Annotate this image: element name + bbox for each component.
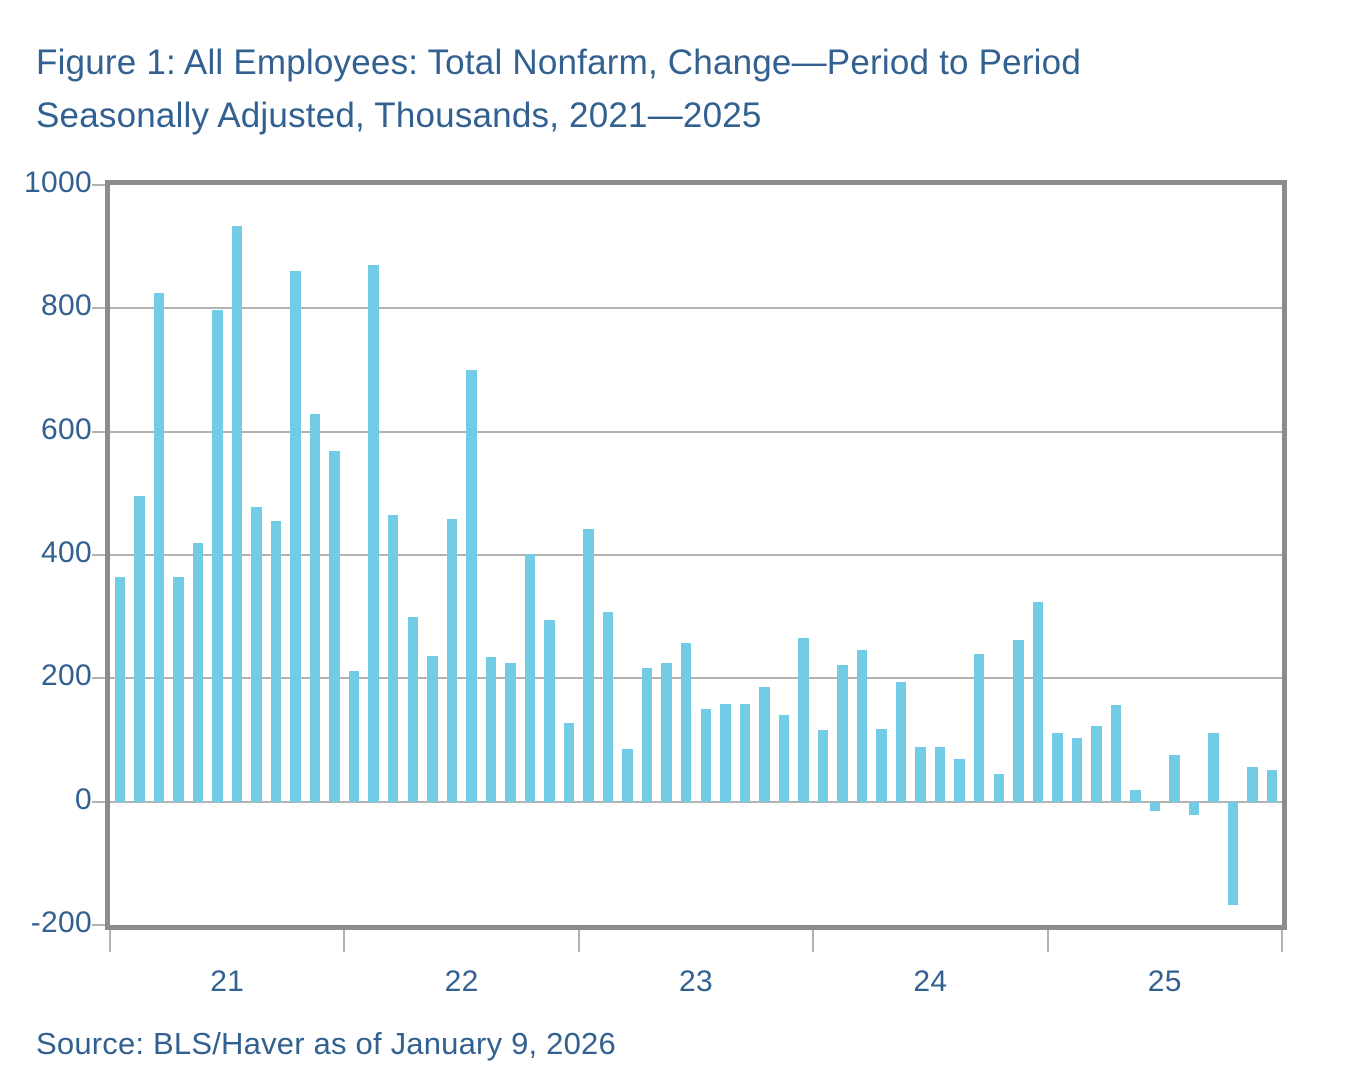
bar-2024-06 xyxy=(915,746,926,802)
y-axis-tick-label: 800 xyxy=(41,289,92,323)
bar-2021-07 xyxy=(231,226,243,802)
gridline-600 xyxy=(110,430,1282,433)
y-axis-tick xyxy=(92,800,105,803)
x-axis-tick xyxy=(577,930,580,952)
bar-2024-04 xyxy=(876,728,887,802)
bar-2021-05 xyxy=(192,542,204,802)
y-axis-tick xyxy=(92,554,105,556)
bar-2021-09 xyxy=(270,521,282,802)
bar-2022-11 xyxy=(544,619,555,802)
bar-2022-06 xyxy=(446,519,458,802)
bar-2022-05 xyxy=(427,655,438,802)
bar-2021-01 xyxy=(114,576,126,802)
bar-2025-02 xyxy=(1071,737,1083,802)
x-axis-year-label: 22 xyxy=(444,965,479,998)
x-axis-tick xyxy=(343,930,346,952)
bar-2021-03 xyxy=(153,292,165,802)
bar-2025-04 xyxy=(1110,704,1122,802)
y-axis-tick xyxy=(92,924,105,926)
bar-2022-12 xyxy=(563,722,575,802)
bar-2025-03 xyxy=(1091,726,1102,802)
bar-2021-08 xyxy=(251,506,262,802)
y-axis-tick-label: 200 xyxy=(41,659,92,693)
bar-2023-03 xyxy=(622,748,633,802)
bar-2021-10 xyxy=(290,271,301,802)
y-axis-tick-label: 600 xyxy=(41,412,92,446)
bar-2022-02 xyxy=(368,265,379,802)
chart-title: Figure 1: All Employees: Total Nonfarm, … xyxy=(36,36,1336,142)
bar-2024-11 xyxy=(1013,640,1024,802)
x-axis-year-label: 25 xyxy=(1147,965,1182,998)
bar-2022-07 xyxy=(466,370,477,802)
chart-title-line-2: Seasonally Adjusted, Thousands, 2021—202… xyxy=(36,96,762,135)
bar-2023-01 xyxy=(583,529,594,802)
y-axis-tick xyxy=(92,307,105,310)
bar-2022-09 xyxy=(505,662,516,802)
x-axis-tick xyxy=(1046,930,1049,952)
source-note: Source: BLS/Haver as of January 9, 2026 xyxy=(36,1026,616,1061)
bar-2025-09 xyxy=(1208,733,1219,802)
bar-2024-02 xyxy=(837,664,848,802)
bar-2024-09 xyxy=(973,653,985,802)
bar-2025-05 xyxy=(1130,789,1141,802)
y-axis-tick-label: 1000 xyxy=(24,166,92,199)
x-axis-tick xyxy=(109,930,111,952)
x-axis-tick xyxy=(1281,930,1283,952)
x-axis-year-label: 21 xyxy=(210,965,245,998)
bar-2021-06 xyxy=(212,309,223,802)
bar-2024-05 xyxy=(895,682,907,802)
y-axis-tick-label: -200 xyxy=(30,906,92,939)
bar-2023-02 xyxy=(602,612,614,802)
bar-2024-03 xyxy=(856,649,868,802)
bar-2025-01 xyxy=(1052,732,1063,802)
x-axis-tick xyxy=(812,930,815,952)
y-axis-tick-label: 400 xyxy=(41,536,92,569)
bar-2023-07 xyxy=(700,709,712,802)
bar-2025-07 xyxy=(1169,755,1180,802)
bar-2021-04 xyxy=(173,576,184,802)
bar-2023-04 xyxy=(641,668,653,802)
chart-title-line-1: Figure 1: All Employees: Total Nonfarm, … xyxy=(36,43,1081,82)
bar-2023-06 xyxy=(680,643,692,802)
bar-2024-12 xyxy=(1032,601,1044,802)
gridline-0 xyxy=(110,800,1282,803)
gridline-200 xyxy=(110,677,1282,680)
bar-2025-06 xyxy=(1149,801,1161,811)
bar-2024-08 xyxy=(954,759,965,802)
gridline-800 xyxy=(110,307,1282,310)
y-axis-tick-label: 0 xyxy=(75,782,92,816)
y-axis-tick xyxy=(92,184,105,186)
bar-2023-11 xyxy=(778,715,790,802)
y-axis-tick xyxy=(92,430,105,433)
bar-2024-01 xyxy=(817,729,829,802)
bar-2025-08 xyxy=(1188,801,1200,815)
bar-2022-04 xyxy=(407,616,419,802)
bar-2021-12 xyxy=(329,451,340,802)
x-axis-year-label: 24 xyxy=(913,965,948,998)
bar-2022-01 xyxy=(348,670,360,802)
x-axis-year-label: 23 xyxy=(679,965,713,998)
bar-2022-08 xyxy=(485,656,497,802)
bar-2025-12 xyxy=(1266,769,1278,802)
bar-2023-05 xyxy=(661,662,672,802)
bar-2024-10 xyxy=(993,773,1005,802)
bar-2021-11 xyxy=(309,414,321,802)
bar-2022-10 xyxy=(524,553,536,802)
bar-2023-12 xyxy=(798,638,809,802)
bar-2023-10 xyxy=(759,686,770,802)
bar-2024-07 xyxy=(934,746,946,802)
bar-2021-02 xyxy=(134,496,145,802)
bar-2023-08 xyxy=(720,704,731,802)
gridline-400 xyxy=(110,554,1282,556)
y-axis-tick xyxy=(92,677,105,680)
bar-2025-11 xyxy=(1247,766,1258,802)
bar-2025-10 xyxy=(1227,801,1239,905)
bar-2022-03 xyxy=(387,514,399,802)
bar-2023-09 xyxy=(739,704,751,802)
